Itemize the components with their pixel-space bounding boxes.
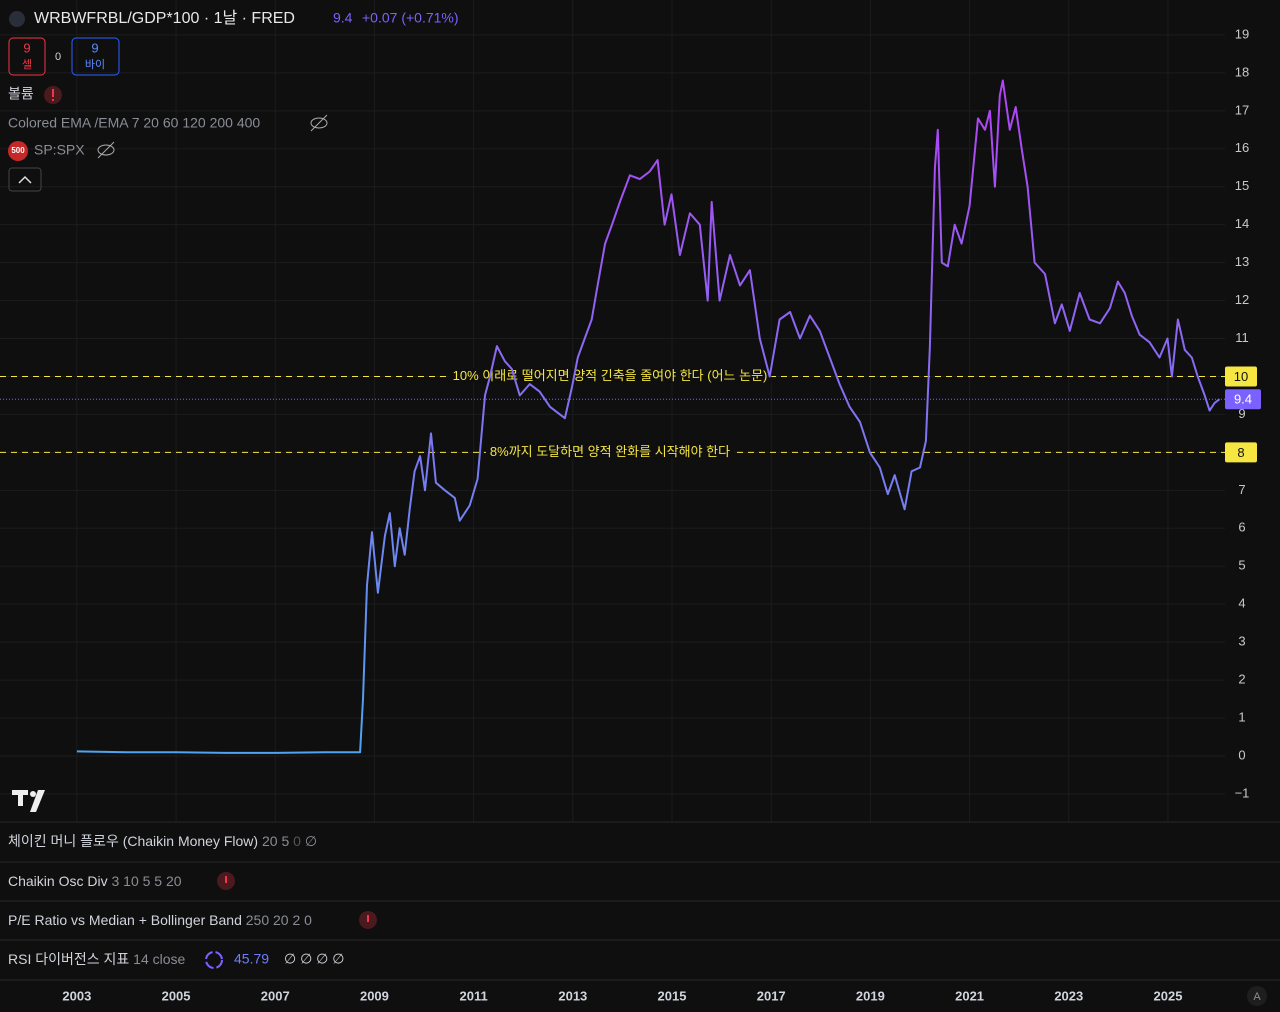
spx-badge-text: 500 [11,146,25,155]
y-tick-label: 7 [1238,482,1245,497]
y-tick-label: 18 [1235,64,1249,79]
reference-label: 10% 이래로 떨어지면 양적 긴축을 줄여야 한다 (어느 논문) [453,368,768,383]
warning-dot [52,99,54,101]
x-tick-label: 2021 [955,988,984,1003]
ema-legend: Colored EMA /EMA 7 20 60 120 200 400 [8,115,260,131]
loading-icon [205,951,223,969]
pane-name: Chaikin Osc Div [8,873,108,889]
sell-button[interactable] [8,37,46,76]
pane-extra: ∅ ∅ ∅ ∅ [284,951,344,967]
eye-slash[interactable] [97,141,115,159]
pane-params: 20 5 [262,833,289,849]
pane-value: 45.79 [234,951,269,967]
symbol-title: WRBWFRBL/GDP*100 · 1날 · FRED [34,9,295,27]
volume-legend: 볼륨 [8,86,34,102]
buy-label[interactable]: 바이 [85,58,105,71]
y-tick-label: 19 [1235,26,1249,41]
symbol-icon [9,11,25,27]
x-tick-label: 2025 [1154,988,1183,1003]
y-tick-label: 14 [1235,216,1249,231]
last-price: 9.4 [333,10,353,26]
hidden-icon[interactable] [310,114,328,132]
pane-name: P/E Ratio vs Median + Bollinger Band [8,912,242,928]
x-tick-label: 2011 [460,988,488,1003]
x-tick-label: 2007 [261,988,290,1003]
spread: 0 [55,51,61,63]
x-tick-label: 2005 [162,988,191,1003]
y-tick-label: 0 [1238,747,1245,762]
pane-name: RSI 다이버전스 지표 [8,951,129,967]
pane-params: 250 20 2 0 [246,912,312,928]
pane-params: 3 10 5 5 20 [111,873,181,889]
last-value-badge [1225,389,1261,410]
logo-part [30,791,36,797]
axis-badge-label: 10 [1234,369,1248,384]
sell-count[interactable]: 9 [23,40,30,55]
reference-label-bg [485,443,735,459]
y-tick-label: 16 [1235,140,1249,155]
eye-slash[interactable] [310,114,328,132]
warning-mark [52,89,54,97]
axis-badge [1225,366,1257,387]
price-change: +0.07 (+0.71%) [362,10,459,26]
pane-value: 0 [293,833,301,849]
y-tick-label: 3 [1238,634,1245,649]
reference-label: 8%까지 도달하면 양적 완화를 시작해야 한다 [490,444,730,459]
x-tick-label: 2017 [757,988,786,1003]
y-tick-label: 12 [1235,292,1249,307]
x-tick-label: 2019 [856,988,885,1003]
pane-legend: Chaikin Osc Div 3 10 5 5 20 [8,873,182,889]
pane-legend: 체이킨 머니 플로우 (Chaikin Money Flow) 20 5 0 ∅ [8,833,317,849]
x-tick-label: 2023 [1054,988,1083,1003]
y-tick-label: 9 [1238,406,1245,421]
reference-label-bg [448,367,772,383]
logo-part [18,790,23,806]
x-tick-label: 2003 [62,988,91,1003]
logo-part [30,790,45,812]
eye[interactable] [97,144,115,156]
sell-label[interactable]: 셀 [22,58,32,71]
auto-scale-label[interactable]: A [1253,991,1261,1003]
y-tick-label: 6 [1238,520,1245,535]
y-tick-label: 13 [1235,254,1249,269]
spx-badge [8,141,28,161]
collapse-button[interactable] [8,167,42,192]
y-tick-label: 11 [1235,330,1249,345]
pane-extra: ∅ [305,833,317,849]
y-tick-label: 5 [1238,558,1245,573]
axis-badge-label: 8 [1237,445,1244,460]
hidden-icon[interactable] [97,141,115,159]
warning-mark [367,915,369,922]
series-line [76,79,1221,754]
auto-scale[interactable] [1247,986,1267,1006]
y-tick-label: 15 [1235,178,1249,193]
pane-legend: P/E Ratio vs Median + Bollinger Band 250… [8,912,312,928]
y-tick-label: 17 [1235,102,1249,117]
eye[interactable] [310,117,328,129]
y-tick-label: −1 [1235,785,1250,800]
x-tick-label: 2013 [558,988,587,1003]
spx-legend: SP:SPX [34,142,85,158]
pane-params: 14 close [133,951,185,967]
buy-count[interactable]: 9 [91,40,98,55]
plot: −101234567891011121314151617181910% 이래로 … [0,0,1249,822]
pane-legend: RSI 다이버전스 지표 14 close [8,951,186,967]
tv-logo [12,790,45,812]
y-tick-label: 4 [1238,596,1245,611]
x-tick-label: 2015 [658,988,687,1003]
buy-button[interactable] [71,37,120,76]
panes: 체이킨 머니 플로우 (Chaikin Money Flow) 20 5 0 ∅… [0,821,1280,1006]
pane-name: 체이킨 머니 플로우 (Chaikin Money Flow) [8,833,258,849]
y-tick-label: 2 [1238,672,1245,687]
y-tick-label: 1 [1238,709,1245,724]
axis-badge [1225,442,1257,463]
x-tick-label: 2009 [360,988,389,1003]
collapse-arrow[interactable] [18,175,32,184]
warning-mark [225,876,227,883]
last-value-label: 9.4 [1234,392,1252,407]
